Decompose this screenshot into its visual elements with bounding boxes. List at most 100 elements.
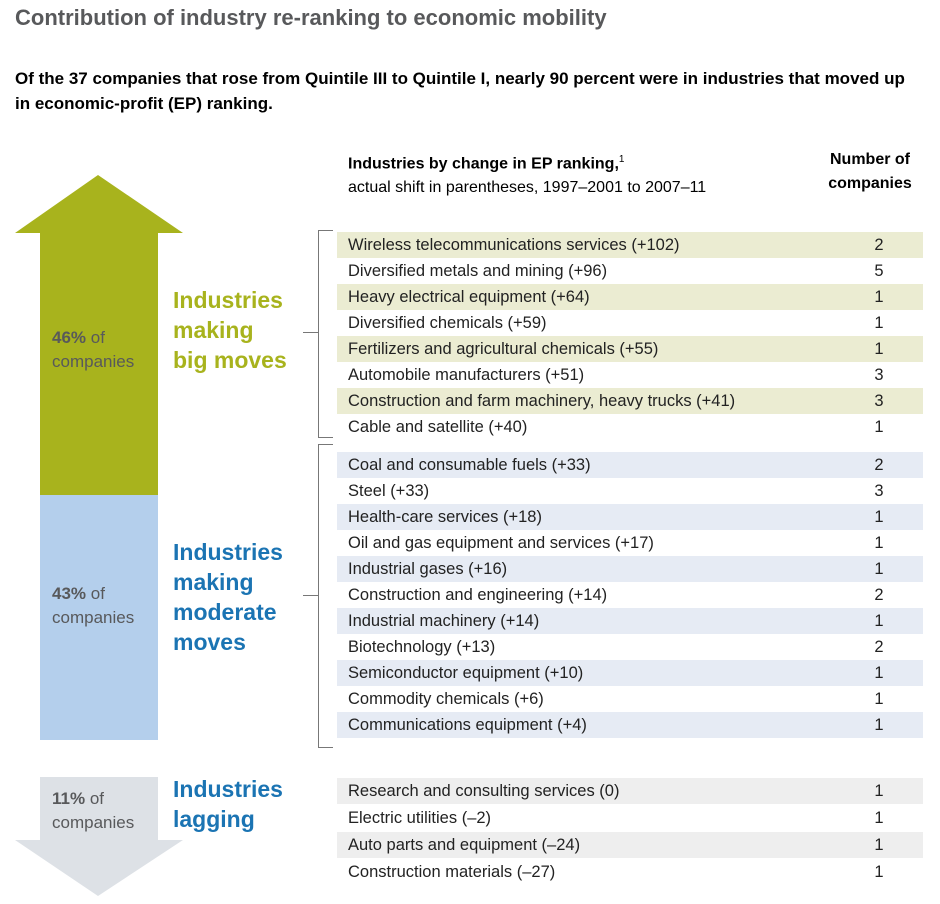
industry-header-text: Industries by change in EP ranking, xyxy=(348,155,619,173)
company-count: 3 xyxy=(874,366,884,384)
industry-name: Diversified chemicals (+59) xyxy=(348,314,547,332)
industry-name: Electric utilities (–2) xyxy=(348,809,492,827)
table-row: Auto parts and equipment (–24) 1 xyxy=(337,832,923,858)
company-count: 1 xyxy=(874,782,884,800)
industry-name: Biotechnology (+13) xyxy=(348,638,496,656)
industry-name: Construction materials (–27) xyxy=(348,863,556,881)
group-1-label-line: moderate xyxy=(173,599,277,625)
table-row: Oil and gas equipment and services (+17)… xyxy=(337,530,923,556)
group-0-bracket xyxy=(318,230,333,438)
industry-name: Steel (+33) xyxy=(348,482,430,500)
table-row: Construction and engineering (+14) 2 xyxy=(337,582,923,608)
company-count: 1 xyxy=(874,690,884,708)
industry-name: Oil and gas equipment and services (+17) xyxy=(348,534,654,552)
industry-name: Commodity chemicals (+6) xyxy=(348,690,544,708)
group-2-label-line: Industries xyxy=(173,776,283,802)
group-0-label-line: Industries xyxy=(173,287,283,313)
table-row: Semiconductor equipment (+10) 1 xyxy=(337,660,923,686)
company-count: 3 xyxy=(874,392,884,410)
count-header-line1: Number of xyxy=(830,151,910,168)
chart-title: Contribution of industry re-ranking to e… xyxy=(15,5,607,30)
group-2-pct-label: companies xyxy=(52,813,135,832)
down-arrow-gray xyxy=(15,777,183,896)
group-2-pct-of: of xyxy=(89,789,105,808)
group-0-pct-label: companies xyxy=(52,352,135,371)
company-count: 1 xyxy=(874,863,884,881)
group-1-label: Industries making moderate moves xyxy=(173,537,283,657)
group-2-percent: 11% of companies xyxy=(52,787,134,835)
industry-name: Semiconductor equipment (+10) xyxy=(348,664,584,682)
company-count: 2 xyxy=(874,638,884,656)
table-row: Communications equipment (+4) 1 xyxy=(337,712,923,738)
group-1-pct-label: companies xyxy=(52,608,135,627)
company-count: 1 xyxy=(874,716,884,734)
company-count: 1 xyxy=(874,314,884,332)
industry-name: Communications equipment (+4) xyxy=(348,716,587,734)
count-column-header: Number of companies xyxy=(815,148,925,196)
company-count: 1 xyxy=(874,836,884,854)
group-0-pct-of: of xyxy=(90,328,105,347)
group-2-label-line: lagging xyxy=(173,806,255,832)
company-count: 1 xyxy=(874,508,884,526)
group-1-label-line: moves xyxy=(173,629,246,655)
group-1-bracket-tick xyxy=(303,595,318,596)
company-count: 1 xyxy=(874,340,884,358)
company-count: 3 xyxy=(874,482,884,500)
industry-name: Industrial machinery (+14) xyxy=(348,612,540,630)
group-0-pct-value: 46% xyxy=(52,328,87,347)
industry-name: Wireless telecommunications services (+1… xyxy=(348,236,680,254)
table-row: Industrial machinery (+14) 1 xyxy=(337,608,923,634)
chart-subtitle: Of the 37 companies that rose from Quint… xyxy=(15,69,905,113)
table-row: Coal and consumable fuels (+33) 2 xyxy=(337,452,923,478)
group-1-label-line: making xyxy=(173,569,254,595)
group-2-label: Industries lagging xyxy=(173,774,283,834)
industry-name: Construction and engineering (+14) xyxy=(348,586,608,604)
industry-name: Health-care services (+18) xyxy=(348,508,542,526)
group-1-label-line: Industries xyxy=(173,539,283,565)
table-row: Industrial gases (+16) 1 xyxy=(337,556,923,582)
table-row: Electric utilities (–2) 1 xyxy=(337,805,923,831)
group-2-pct-value: 11% xyxy=(52,789,86,808)
group-0-label-line: big moves xyxy=(173,347,287,373)
table-row: Diversified metals and mining (+96) 5 xyxy=(337,258,923,284)
table-row: Steel (+33) 3 xyxy=(337,478,923,504)
industry-name: Auto parts and equipment (–24) xyxy=(348,836,581,854)
table-row: Commodity chemicals (+6) 1 xyxy=(337,686,923,712)
company-count: 2 xyxy=(874,456,884,474)
table-row: Construction and farm machinery, heavy t… xyxy=(337,388,923,414)
moderate-bar-blue xyxy=(40,495,158,740)
company-count: 5 xyxy=(874,262,884,280)
company-count: 1 xyxy=(874,288,884,306)
table-row: Construction materials (–27) 1 xyxy=(337,859,923,885)
table-row: Research and consulting services (0) 1 xyxy=(337,778,923,804)
group-1-percent: 43% of companies xyxy=(52,582,134,630)
table-row: Wireless telecommunications services (+1… xyxy=(337,232,923,258)
industry-name: Industrial gases (+16) xyxy=(348,560,508,578)
group-0-label: Industries making big moves xyxy=(173,285,287,375)
table-row: Automobile manufacturers (+51) 3 xyxy=(337,362,923,388)
industry-name: Construction and farm machinery, heavy t… xyxy=(348,392,736,410)
company-count: 1 xyxy=(874,560,884,578)
industry-subheader: actual shift in parentheses, 1997–2001 t… xyxy=(348,179,707,197)
industry-name: Coal and consumable fuels (+33) xyxy=(348,456,591,474)
group-0-percent: 46% of companies xyxy=(52,326,134,374)
footnote-marker: 1 xyxy=(618,154,625,165)
company-count: 1 xyxy=(874,612,884,630)
company-count: 1 xyxy=(874,664,884,682)
table-row: Biotechnology (+13) 2 xyxy=(337,634,923,660)
industry-name: Heavy electrical equipment (+64) xyxy=(348,288,590,306)
up-arrow-green xyxy=(15,175,183,495)
group-1-bracket xyxy=(318,444,333,748)
mobility-arrow-graphic xyxy=(15,175,183,896)
table-row: Health-care services (+18) 1 xyxy=(337,504,923,530)
industry-name: Automobile manufacturers (+51) xyxy=(348,366,585,384)
company-count: 1 xyxy=(874,809,884,827)
table-row: Cable and satellite (+40) 1 xyxy=(337,414,923,440)
group-0-label-line: making xyxy=(173,317,254,343)
group-1-pct-of: of xyxy=(90,584,105,603)
industry-name: Research and consulting services (0) xyxy=(348,782,620,800)
company-count: 1 xyxy=(874,418,884,436)
industry-name: Diversified metals and mining (+96) xyxy=(348,262,608,280)
group-0-bracket-tick xyxy=(303,332,318,333)
industry-column-header: Industries by change in EP ranking,1 act… xyxy=(348,148,706,200)
